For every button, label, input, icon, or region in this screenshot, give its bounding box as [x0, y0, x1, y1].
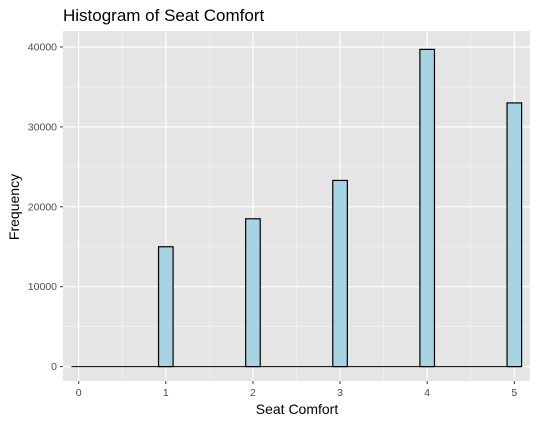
y-tick-label: 20000 — [28, 201, 57, 213]
y-tick-label: 10000 — [28, 281, 57, 293]
histogram-bars — [71, 48, 523, 368]
chart-title: Histogram of Seat Comfort — [63, 6, 265, 25]
x-tick-label: 4 — [424, 387, 430, 399]
y-axis: 0 10000 20000 30000 40000 — [28, 41, 63, 373]
y-tick-label: 0 — [51, 361, 57, 373]
x-tick-label: 3 — [337, 387, 343, 399]
y-tick-label: 30000 — [28, 121, 57, 133]
y-tick-label: 40000 — [28, 41, 57, 53]
x-tick-label: 1 — [163, 387, 169, 399]
histogram-bar — [245, 218, 261, 368]
x-axis-title: Seat Comfort — [256, 401, 339, 417]
histogram-bar — [157, 246, 174, 368]
histogram-bar — [419, 48, 436, 368]
x-tick-label: 5 — [511, 387, 517, 399]
x-axis: 0 1 2 3 4 5 — [76, 381, 517, 399]
y-axis-title: Frequency — [6, 174, 22, 240]
x-tick-label: 0 — [76, 387, 82, 399]
x-tick-label: 2 — [250, 387, 256, 399]
minor-gridlines — [63, 31, 530, 381]
histogram-bar — [506, 102, 523, 368]
histogram-bar — [332, 179, 348, 368]
